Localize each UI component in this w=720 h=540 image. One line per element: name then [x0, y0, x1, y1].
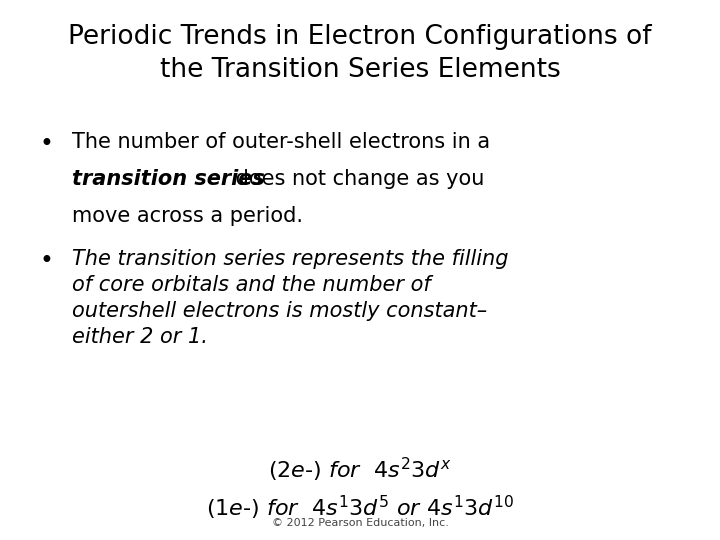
Text: Periodic Trends in Electron Configurations of
the Transition Series Elements: Periodic Trends in Electron Configuratio… — [68, 24, 652, 83]
Text: does not change as you: does not change as you — [229, 169, 485, 189]
Text: © 2012 Pearson Education, Inc.: © 2012 Pearson Education, Inc. — [271, 518, 449, 528]
Text: $\mathit{(2e\text{-}) \ for \ \ 4s^23d^x}$: $\mathit{(2e\text{-}) \ for \ \ 4s^23d^x… — [268, 456, 452, 484]
Text: •: • — [40, 132, 53, 156]
Text: move across a period.: move across a period. — [72, 206, 303, 226]
Text: $\mathit{(1e\text{-}) \ for \ \ 4s^13d^5 \ or \ 4s^13d^{10}}$: $\mathit{(1e\text{-}) \ for \ \ 4s^13d^5… — [206, 494, 514, 522]
Text: •: • — [40, 249, 53, 273]
Text: The number of outer-shell electrons in a: The number of outer-shell electrons in a — [72, 132, 490, 152]
Text: The transition series represents the filling
of core orbitals and the number of
: The transition series represents the fil… — [72, 249, 508, 347]
Text: transition series: transition series — [72, 169, 265, 189]
